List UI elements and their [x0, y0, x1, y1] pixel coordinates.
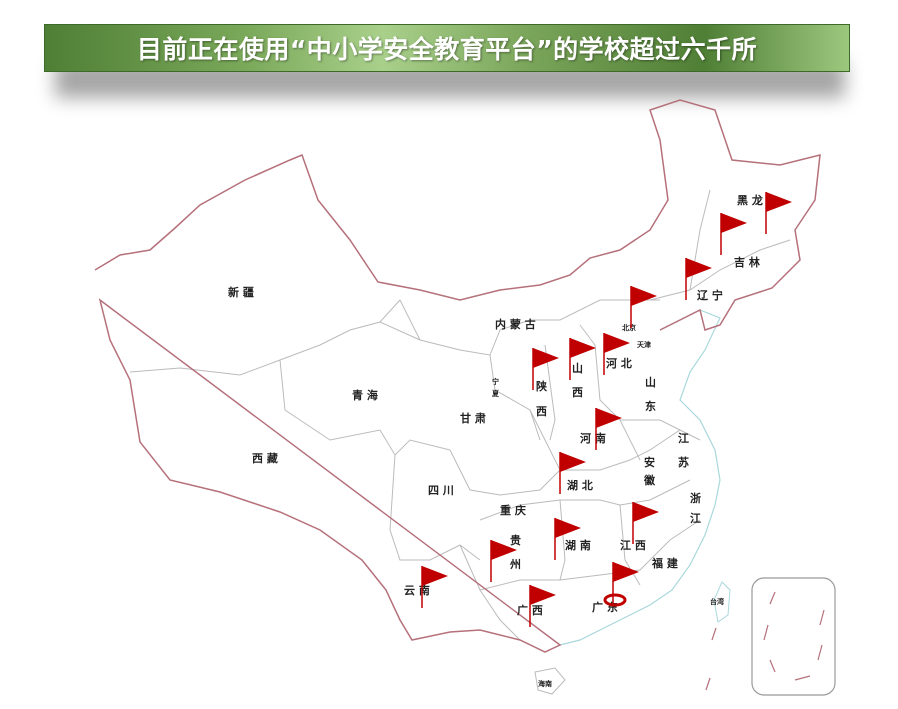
province-label: 青 海: [352, 388, 378, 402]
province-label: 北京: [622, 323, 636, 332]
province-label: 湖 南: [565, 538, 591, 552]
province-label: 西: [536, 405, 547, 418]
flag-marker: [603, 562, 639, 607]
province-label: 吉 林: [734, 255, 760, 269]
province-label: 州: [509, 558, 521, 571]
province-label: 山: [645, 375, 656, 389]
flag-icon: [631, 286, 657, 306]
highlight-ring: [603, 593, 627, 607]
flag-icon: [633, 502, 659, 522]
flag-icon: [491, 540, 517, 560]
flag-marker: [554, 518, 581, 560]
province-label: 陕: [536, 379, 547, 393]
flag-marker: [595, 408, 622, 450]
province-label: 江: [678, 431, 689, 445]
flag-marker: [529, 585, 556, 627]
province-label: 山: [572, 361, 583, 375]
province-label: 台湾: [710, 597, 724, 606]
title-banner: 目前正在使用“中小学安全教育平台”的学校超过六千所: [44, 24, 850, 72]
national-border: [94, 99, 821, 653]
flag-marker: [632, 502, 659, 544]
province-label: 江: [690, 511, 701, 525]
flag-icon: [533, 348, 559, 368]
south-sea-inset: [751, 577, 836, 696]
south-sea-dashes: [705, 591, 825, 691]
flag-marker: [720, 213, 747, 255]
flag-icon: [560, 452, 586, 472]
flag-marker: [490, 540, 517, 582]
province-labels: 新 疆西 藏青 海甘 肃内 蒙 古宁夏陕西山西河 北北京天津山东河 南江苏安徽湖…: [228, 193, 763, 688]
page-title: 目前正在使用“中小学安全教育平台”的学校超过六千所: [136, 35, 758, 64]
flag-marker: [532, 348, 559, 390]
province-label: 安: [644, 455, 655, 469]
province-label: 湖 北: [567, 478, 593, 492]
province-label: 苏: [678, 455, 689, 469]
province-label: 云 南: [404, 583, 430, 597]
province-label: 河 南: [580, 431, 606, 445]
flag-marker: [685, 258, 712, 300]
flag-marker: [569, 338, 596, 380]
flag-icon: [596, 408, 622, 428]
province-label: 新 疆: [228, 285, 254, 299]
flag-icon: [686, 258, 712, 278]
flag-marker: [765, 192, 792, 234]
flag-marker: [421, 566, 448, 608]
province-label: 福 建: [651, 556, 679, 570]
province-label: 江 西: [620, 538, 646, 552]
province-label: 徽: [643, 473, 656, 487]
flag-marker: [603, 333, 630, 375]
province-label: 西: [572, 386, 583, 399]
province-label: 西 藏: [252, 451, 278, 465]
province-label: 甘 肃: [460, 411, 486, 425]
province-label: 宁: [492, 377, 499, 386]
flag-icon: [613, 562, 639, 582]
province-label: 天津: [637, 340, 651, 349]
flag-icon: [570, 338, 596, 358]
flag-icon: [766, 192, 792, 212]
flag-icon: [422, 566, 448, 586]
flag-icon: [604, 333, 630, 353]
flag-icon: [530, 585, 556, 605]
flag-icon: [555, 518, 581, 538]
province-label: 黑 龙: [737, 193, 763, 207]
province-label: 四 川: [428, 484, 454, 497]
province-label: 河 北: [606, 356, 632, 370]
hainan-island: [534, 667, 566, 695]
province-label: 辽 宁: [697, 288, 723, 302]
province-label: 贵: [510, 533, 521, 547]
flag-icon: [721, 213, 747, 233]
flag-marker: [630, 286, 657, 328]
province-label: 重 庆: [500, 503, 526, 517]
province-label: 海南: [538, 679, 552, 688]
province-label: 浙: [690, 491, 701, 505]
province-label: 东: [645, 399, 656, 413]
coastline: [559, 309, 721, 646]
taiwan-island: [713, 581, 731, 623]
province-label: 夏: [491, 389, 500, 398]
province-label: 内 蒙 古: [495, 317, 536, 331]
flag-marker: [559, 452, 586, 494]
flags: [421, 192, 792, 627]
